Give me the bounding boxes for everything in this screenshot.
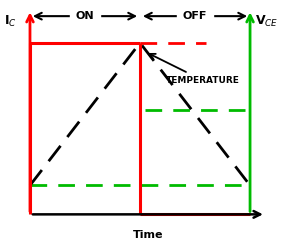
Text: I$_C$: I$_C$	[4, 14, 17, 29]
Text: ON: ON	[76, 11, 94, 21]
Text: Time: Time	[133, 230, 163, 240]
Text: TEMPERATURE: TEMPERATURE	[150, 54, 240, 85]
Text: OFF: OFF	[183, 11, 207, 21]
Text: V$_{CE}$: V$_{CE}$	[255, 14, 279, 29]
